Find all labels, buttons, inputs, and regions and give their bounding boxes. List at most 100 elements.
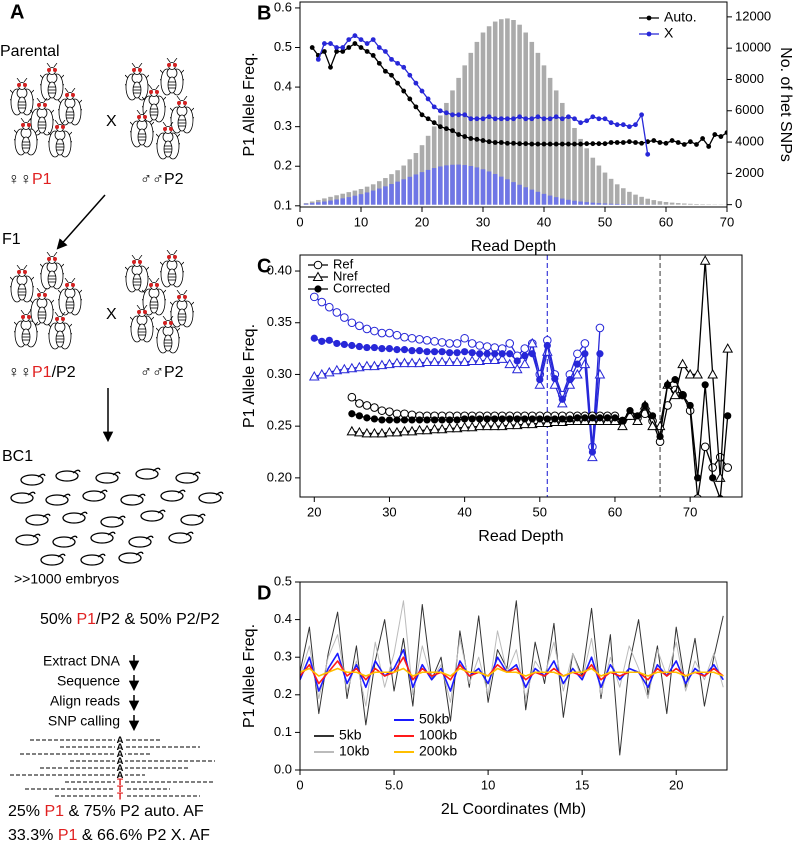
y2-tick-label: 2000 [735, 165, 764, 180]
data-point [431, 120, 437, 126]
line-name: P1 [76, 611, 96, 628]
data-point [700, 136, 705, 141]
data-point [399, 357, 410, 368]
y-tick-label: 0.5 [274, 573, 292, 588]
legend-item: 50kb [394, 711, 450, 727]
data-point [602, 141, 608, 147]
embryo [168, 531, 194, 544]
y-axis-label: P1 Allele Freq. [241, 52, 258, 156]
data-point [452, 339, 462, 348]
data-point [383, 68, 388, 74]
data-point [430, 337, 439, 346]
data-point [430, 416, 439, 424]
data-point [712, 132, 718, 137]
data-point [714, 472, 726, 482]
data-point [406, 425, 418, 436]
data-point [511, 140, 516, 146]
data-point [654, 420, 666, 431]
y-tick-label: 0.4 [274, 79, 292, 94]
data-point [333, 339, 341, 348]
data-point [395, 80, 400, 86]
data-point [536, 376, 544, 384]
data-point [384, 358, 395, 369]
base-call: T [117, 792, 123, 803]
bar [621, 204, 626, 205]
bar [596, 165, 602, 205]
data-point [602, 116, 608, 122]
data-point [608, 120, 614, 126]
data-point [603, 414, 612, 422]
data-point [436, 423, 448, 434]
data-point [352, 33, 358, 39]
data-point [519, 418, 531, 429]
legend-label: Corrected [333, 280, 390, 295]
bar [407, 176, 413, 205]
panel-label: A [10, 1, 24, 23]
bar [578, 201, 583, 205]
bar [633, 194, 638, 205]
female-label: ♀♀P1/P2 [8, 364, 76, 381]
line-name: P1 [32, 364, 52, 381]
data-point [596, 350, 604, 358]
data-point [492, 140, 498, 145]
data-point [614, 122, 620, 128]
data-point [596, 141, 602, 147]
data-point [511, 419, 523, 430]
data-point [608, 140, 614, 145]
read-gap [115, 743, 125, 751]
data-point [358, 37, 364, 42]
data-point [413, 104, 419, 110]
legend-marker [314, 285, 322, 293]
data-point [627, 139, 632, 145]
data-point [534, 417, 546, 428]
data-point [559, 116, 565, 122]
data-point [370, 343, 379, 352]
data-point [395, 60, 400, 66]
data-point [385, 407, 394, 416]
data-point [671, 376, 679, 384]
bar [602, 172, 608, 205]
data-point [363, 343, 371, 352]
data-point [595, 323, 605, 333]
data-point [618, 417, 627, 425]
data-point [559, 141, 565, 147]
bar [492, 21, 498, 205]
data-point [523, 116, 529, 122]
x-tick-label: 5.0 [385, 777, 403, 792]
data-point [584, 118, 590, 124]
fly [170, 290, 194, 328]
data-point [663, 140, 669, 146]
data-point [476, 415, 484, 423]
data-point [430, 348, 439, 356]
x-tick-label: 15 [575, 777, 589, 792]
data-point [566, 141, 571, 147]
legend-label: X [664, 25, 674, 41]
embryo [118, 551, 144, 564]
legend-label: 5kb [339, 727, 362, 743]
bar [328, 200, 333, 205]
data-point [376, 60, 382, 66]
data-point [461, 348, 469, 356]
legend-item: 100kb [394, 727, 457, 743]
x-tick-label: 10 [354, 214, 368, 229]
data-point [415, 347, 424, 355]
fly-group [10, 250, 194, 354]
bar [456, 77, 461, 205]
data-point [429, 356, 440, 367]
bar [560, 102, 565, 205]
pipeline-step: SNP calling [48, 713, 120, 729]
sex-symbol: ♀♀ [8, 364, 32, 381]
y-axis-label: P1 Allele Freq. [241, 624, 258, 728]
data-point [370, 53, 376, 58]
data-point [407, 96, 413, 102]
data-point [505, 140, 510, 146]
y2-tick-label: 0 [735, 196, 742, 211]
bar [468, 166, 474, 205]
y-tick-label: 0.0 [274, 761, 292, 776]
data-point [425, 116, 431, 122]
data-point [408, 347, 416, 355]
data-point [363, 414, 371, 422]
y-axis-label: P1 Allele Freq. [241, 324, 258, 428]
data-point [370, 403, 379, 412]
data-point [519, 358, 531, 369]
